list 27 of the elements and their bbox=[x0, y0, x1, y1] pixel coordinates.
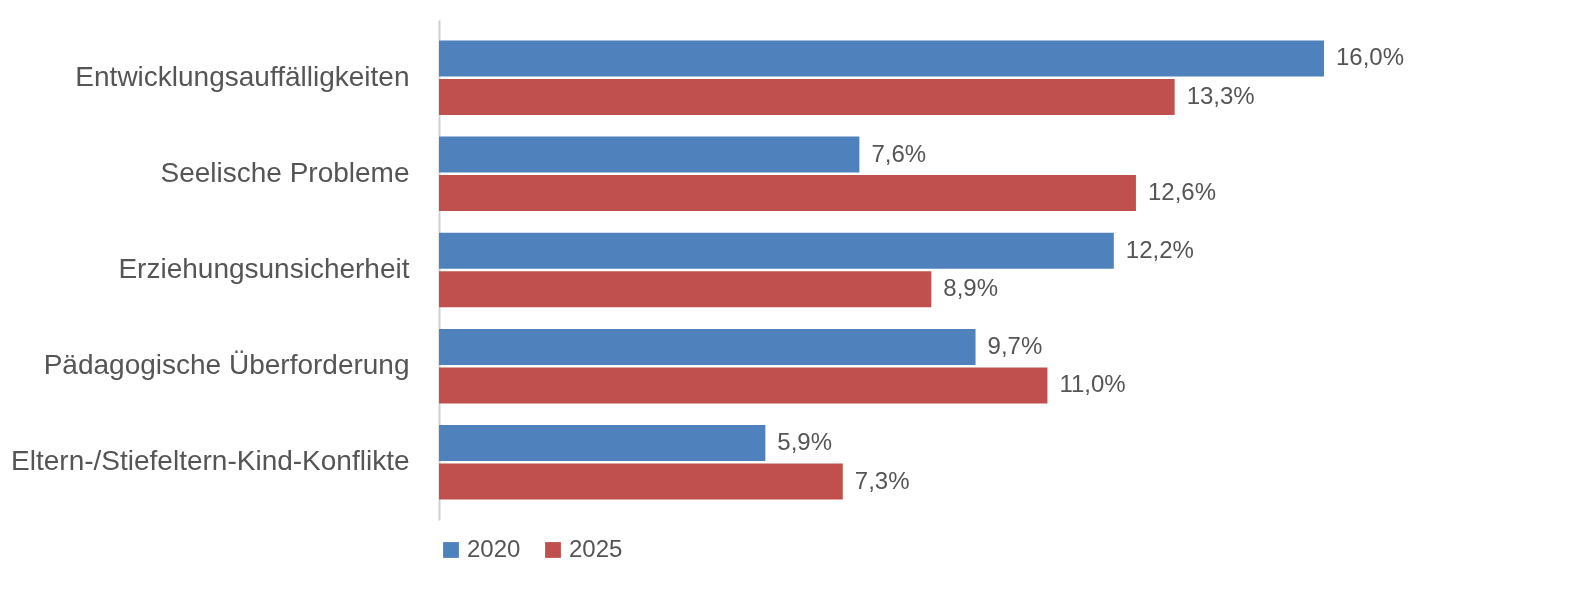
data-label: 7,6% bbox=[871, 139, 927, 167]
bar bbox=[439, 175, 1136, 212]
legend-label: 2020 bbox=[467, 535, 521, 562]
bar bbox=[439, 271, 932, 308]
bar bbox=[439, 78, 1175, 115]
y-tick-label: Seelische Probleme bbox=[160, 156, 410, 188]
y-tick-label: Eltern-/Stiefeltern-Kind-Konflikte bbox=[11, 445, 410, 477]
data-label: 7,3% bbox=[854, 466, 910, 494]
bar bbox=[439, 367, 1048, 404]
data-label: 13,3% bbox=[1186, 81, 1255, 109]
data-label: 12,6% bbox=[1147, 178, 1216, 206]
data-label: 11,0% bbox=[1059, 370, 1126, 398]
data-label: 5,9% bbox=[777, 428, 833, 456]
bar bbox=[439, 136, 860, 173]
bar bbox=[439, 463, 843, 500]
y-tick-label: Entwicklungsauffälligkeiten bbox=[75, 60, 410, 92]
legend-label: 2025 bbox=[569, 535, 623, 562]
y-tick-label: Pädagogische Überforderung bbox=[43, 349, 410, 381]
data-label: 12,2% bbox=[1125, 235, 1194, 263]
bar bbox=[439, 40, 1324, 77]
bar bbox=[439, 425, 766, 462]
bar bbox=[439, 232, 1114, 269]
y-tick-label: Erziehungsunsicherheit bbox=[118, 253, 410, 284]
data-label: 8,9% bbox=[943, 274, 998, 302]
bar bbox=[439, 328, 976, 365]
data-label: 9,7% bbox=[987, 331, 1043, 359]
data-label: 16,0% bbox=[1336, 43, 1405, 71]
